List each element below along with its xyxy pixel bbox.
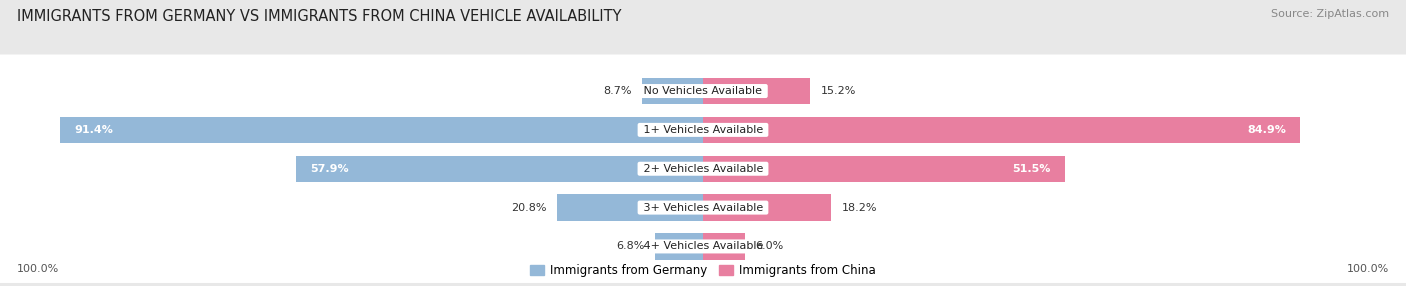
Text: 2+ Vehicles Available: 2+ Vehicles Available	[640, 164, 766, 174]
Text: 91.4%: 91.4%	[75, 125, 114, 135]
Bar	[60, 117, 703, 143]
Bar	[703, 78, 810, 104]
Text: 51.5%: 51.5%	[1012, 164, 1052, 174]
Bar	[703, 156, 1066, 182]
Bar	[643, 78, 703, 104]
Bar	[655, 233, 703, 260]
Legend: Immigrants from Germany, Immigrants from China: Immigrants from Germany, Immigrants from…	[530, 264, 876, 277]
Bar	[297, 156, 703, 182]
FancyBboxPatch shape	[0, 171, 1406, 244]
Text: IMMIGRANTS FROM GERMANY VS IMMIGRANTS FROM CHINA VEHICLE AVAILABILITY: IMMIGRANTS FROM GERMANY VS IMMIGRANTS FR…	[17, 9, 621, 23]
Text: 15.2%: 15.2%	[821, 86, 856, 96]
Text: Source: ZipAtlas.com: Source: ZipAtlas.com	[1271, 9, 1389, 19]
Bar	[703, 194, 831, 221]
Text: 6.0%: 6.0%	[756, 241, 785, 251]
Text: 3+ Vehicles Available: 3+ Vehicles Available	[640, 202, 766, 212]
Text: 100.0%: 100.0%	[17, 264, 59, 274]
Text: 57.9%: 57.9%	[309, 164, 349, 174]
Text: 84.9%: 84.9%	[1247, 125, 1286, 135]
Text: 1+ Vehicles Available: 1+ Vehicles Available	[640, 125, 766, 135]
Text: No Vehicles Available: No Vehicles Available	[640, 86, 766, 96]
FancyBboxPatch shape	[0, 210, 1406, 283]
FancyBboxPatch shape	[0, 132, 1406, 205]
Text: 8.7%: 8.7%	[603, 86, 631, 96]
Bar	[703, 233, 745, 260]
Bar	[703, 117, 1301, 143]
Bar	[557, 194, 703, 221]
Text: 4+ Vehicles Available: 4+ Vehicles Available	[640, 241, 766, 251]
Text: 20.8%: 20.8%	[510, 202, 546, 212]
FancyBboxPatch shape	[0, 93, 1406, 166]
Text: 100.0%: 100.0%	[1347, 264, 1389, 274]
Text: 18.2%: 18.2%	[841, 202, 877, 212]
Text: 6.8%: 6.8%	[616, 241, 644, 251]
FancyBboxPatch shape	[0, 55, 1406, 128]
